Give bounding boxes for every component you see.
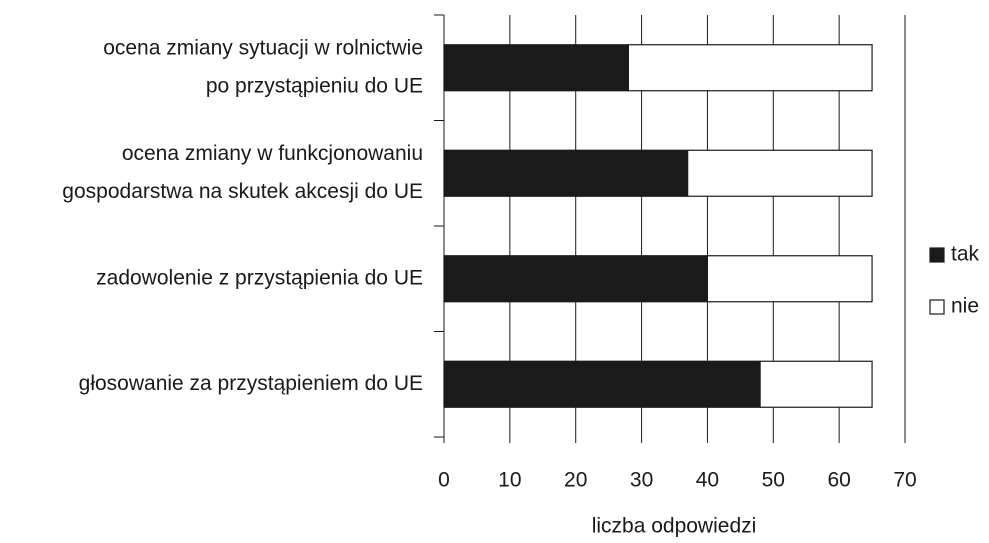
bar	[443, 255, 709, 303]
x-tick-label: 30	[630, 469, 653, 492]
y-tick-label: gospodarstwa na skutek akcesji do UE	[62, 180, 423, 203]
bar	[759, 360, 873, 408]
x-axis-label: liczba odpowiedzi	[592, 515, 757, 538]
y-tick-label: zadowolenie z przystąpienia do UE	[96, 266, 423, 289]
x-tick-label: 60	[827, 469, 850, 492]
bar	[443, 360, 761, 408]
x-tick-label: 0	[438, 469, 450, 492]
y-tick-label: głosowanie za przystąpieniem do UE	[79, 372, 423, 395]
x-tick-label: 10	[498, 469, 521, 492]
legend-swatch	[929, 247, 945, 263]
y-tick-label: ocena zmiany sytuacji w rolnictwie	[103, 36, 423, 59]
x-tick-label: 20	[564, 469, 587, 492]
x-tick-label: 70	[893, 469, 916, 492]
y-tick-label: ocena zmiany w funkcjonowaniu	[122, 142, 423, 165]
bar	[443, 149, 689, 197]
x-tick-label: 50	[762, 469, 785, 492]
bar	[443, 44, 629, 92]
legend-label: nie	[951, 295, 979, 318]
legend-label: tak	[951, 243, 980, 266]
x-tick-label: 40	[696, 469, 719, 492]
bar	[627, 44, 873, 92]
bar	[706, 255, 873, 303]
y-tick-label: po przystąpieniu do UE	[206, 74, 423, 97]
bar	[687, 149, 873, 197]
legend-swatch	[929, 299, 945, 315]
